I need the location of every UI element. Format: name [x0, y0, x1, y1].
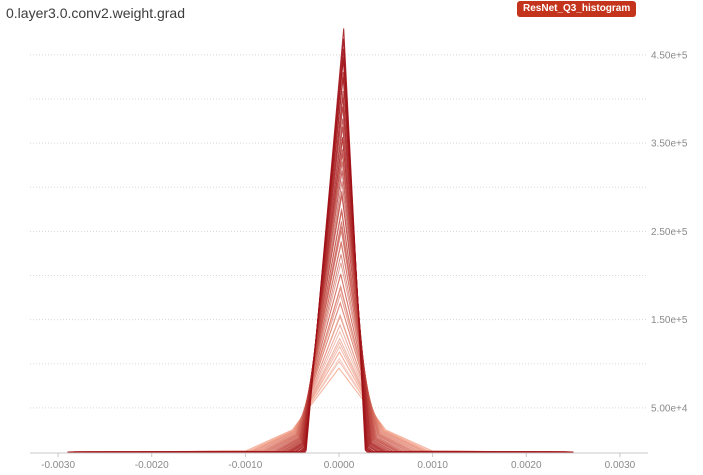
- chart-title: 0.layer3.0.conv2.weight.grad: [6, 5, 185, 21]
- histogram-series-line: [67, 77, 574, 453]
- run-label-badge[interactable]: ResNet_Q3_histogram: [517, 1, 637, 17]
- x-tick-label: -0.0020: [135, 460, 169, 471]
- histogram-series-line: [67, 90, 574, 453]
- histogram-series-line: [67, 254, 574, 453]
- x-tick-label: 0.0010: [417, 460, 448, 471]
- y-tick-label: 2.50e+5: [651, 227, 688, 238]
- x-tick-label: 0.0020: [511, 460, 542, 471]
- histogram-series-line: [67, 71, 574, 453]
- y-tick-label: 5.00e+4: [651, 403, 688, 414]
- y-tick-label: 1.50e+5: [651, 315, 688, 326]
- y-tick-label: 3.50e+5: [651, 139, 688, 150]
- histogram-series-line: [67, 38, 574, 453]
- histogram-series-line: [67, 28, 574, 453]
- x-tick-label: 0.0000: [324, 460, 355, 471]
- y-tick-label: 4.50e+5: [651, 50, 688, 61]
- histogram-series-line: [67, 195, 574, 453]
- histogram-series-line: [67, 97, 574, 453]
- x-tick-label: 0.0030: [605, 460, 636, 471]
- x-tick-label: -0.0010: [228, 460, 262, 471]
- x-tick-label: -0.0030: [41, 460, 75, 471]
- axis-layer: 5.00e+4 1.50e+5 2.50e+5 3.50e+5 4.50e+5 -0.00…: [30, 50, 688, 471]
- histogram-series-line: [67, 118, 574, 453]
- histogram-series-line: [67, 48, 574, 453]
- series-layer: [67, 28, 574, 453]
- histogram-series-line: [67, 106, 574, 453]
